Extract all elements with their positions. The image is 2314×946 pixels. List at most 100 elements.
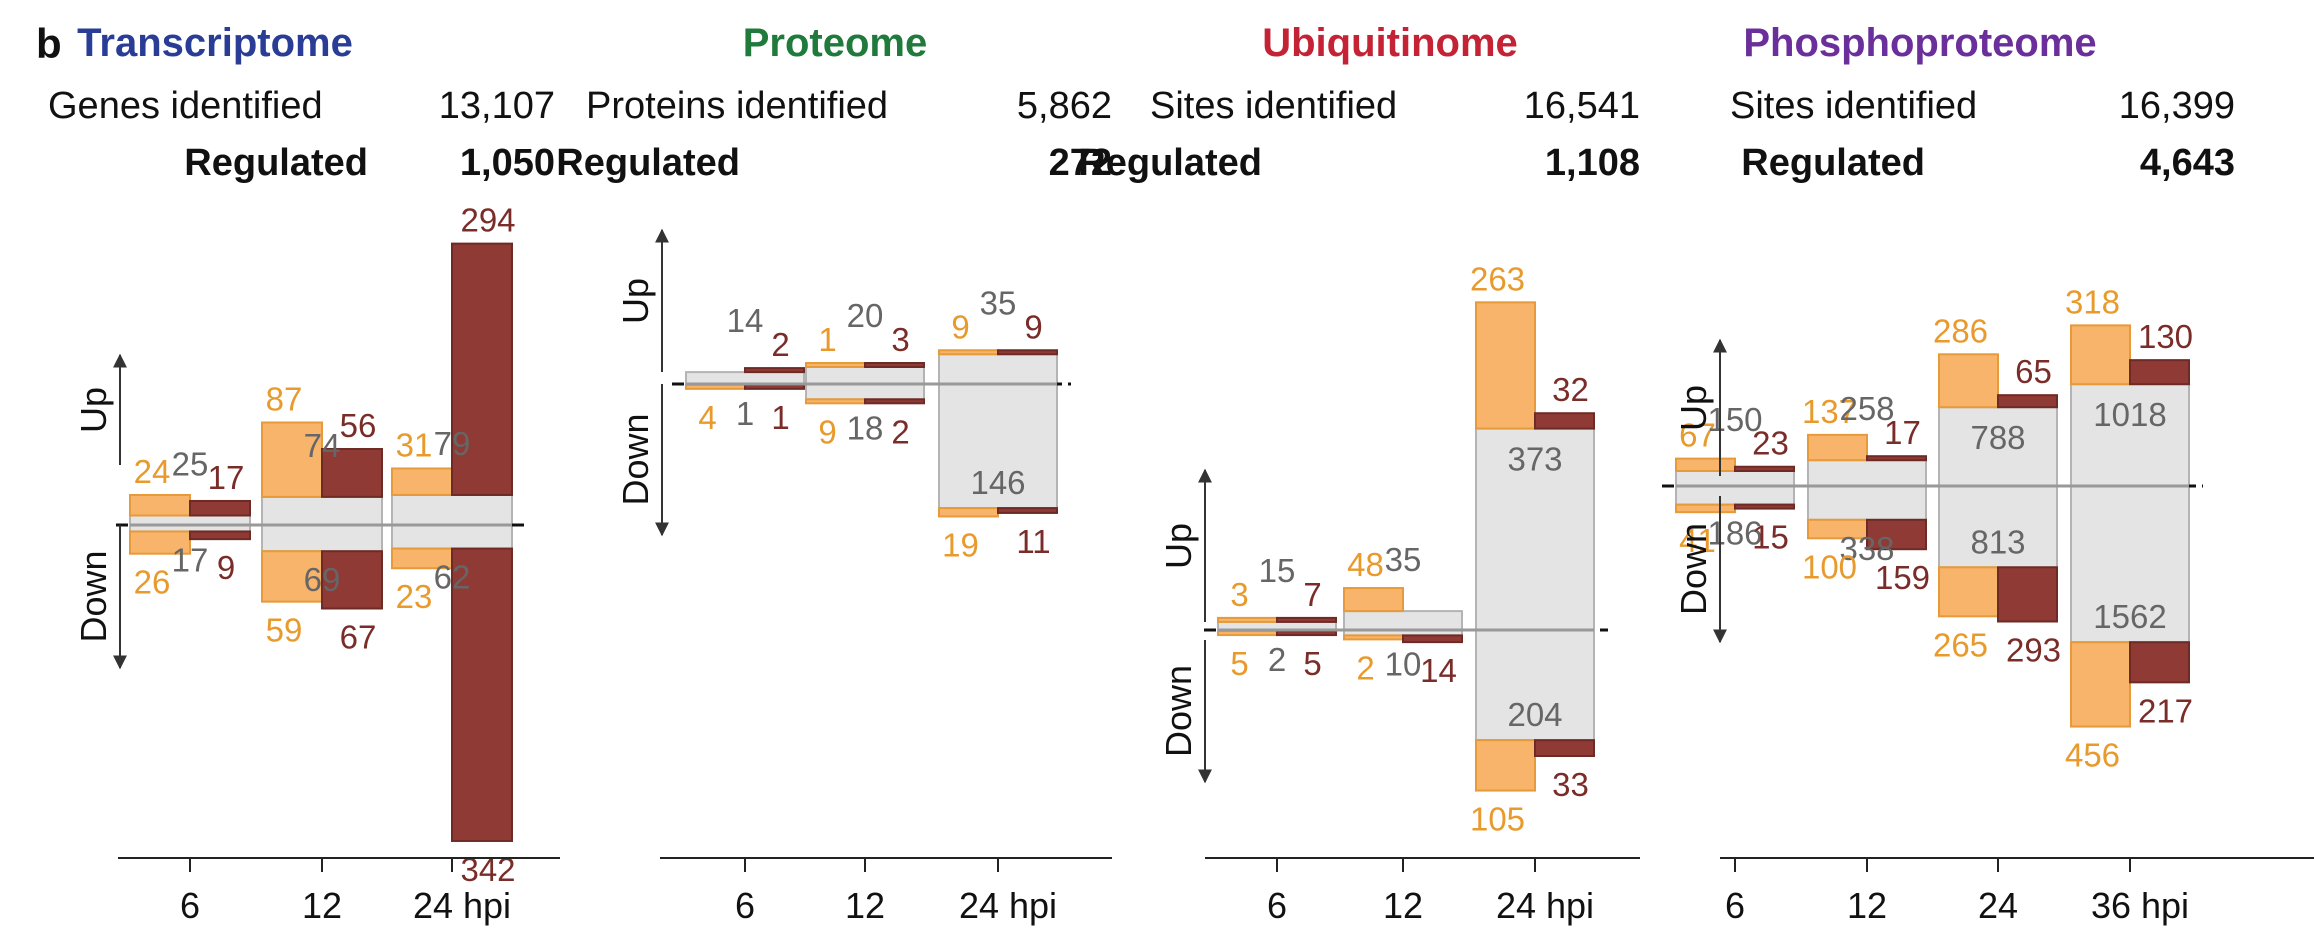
stat-value: 1,108 (1545, 142, 1640, 184)
label-down-shared: 813 (1970, 523, 2025, 560)
label-down-shared: 17 (172, 541, 209, 578)
label-down-shared: 10 (1385, 645, 1422, 682)
stat-label: Sites identified (1150, 85, 1397, 127)
label-up-a: 1 (818, 321, 836, 358)
bar-shared (1807, 459, 1927, 521)
label-up-a: 9 (951, 308, 969, 345)
bar-down (261, 550, 323, 603)
tick-label: 6 (1267, 885, 1287, 926)
label-down-a: 59 (266, 612, 303, 649)
label-up-a: 24 (134, 453, 171, 490)
label-down-shared: 338 (1839, 530, 1894, 567)
bar-down (997, 507, 1058, 514)
bar-down (1343, 634, 1404, 641)
up-label: Up (615, 278, 656, 324)
bar-up (1997, 394, 2058, 409)
label-down-shared: 69 (304, 561, 341, 598)
label-down-b: 15 (1752, 519, 1789, 556)
label-up-b: 23 (1752, 425, 1789, 462)
label-down-b: 217 (2138, 692, 2193, 729)
label-down-shared: 2 (1268, 641, 1286, 678)
bar-up (1807, 433, 1868, 462)
label-up-b: 7 (1303, 576, 1321, 613)
bar-up (129, 493, 191, 517)
label-down-shared: 1562 (2093, 598, 2166, 635)
bar-up (451, 242, 513, 496)
label-up-shared: 79 (434, 425, 471, 462)
bar-up (1217, 616, 1278, 623)
label-up-b: 294 (460, 202, 515, 239)
label-down-shared: 186 (1707, 515, 1762, 552)
label-up-b: 17 (1884, 414, 1921, 451)
panel-title: Ubiquitinome (1262, 21, 1518, 65)
panel-proteome: Proteome Proteins identified 5,862 Regulate… (556, 21, 1112, 926)
bar-group: 3 715 25 5 (1217, 552, 1337, 682)
up-label: Up (1673, 385, 1714, 431)
label-down-b: 5 (1303, 645, 1321, 682)
bar-shared (129, 514, 251, 533)
panel-label: b (36, 20, 62, 67)
bar-up (864, 362, 925, 368)
bar-up (1734, 465, 1795, 472)
panel-title: Proteome (743, 21, 928, 65)
label-down-a: 26 (134, 564, 171, 601)
bar-up (2070, 324, 2131, 386)
bar-up (1675, 457, 1736, 473)
bar-down (1734, 503, 1795, 510)
stat-label: Regulated (1741, 142, 1925, 184)
tick-label: 12 (302, 885, 342, 926)
bar-down (1866, 518, 1927, 551)
label-up-a: 87 (266, 380, 303, 417)
label-up-b: 32 (1552, 371, 1589, 408)
label-up-shared: 788 (1970, 419, 2025, 456)
label-up-shared: 14 (727, 302, 764, 339)
label-up-shared: 373 (1507, 441, 1562, 478)
tick-label: 6 (1725, 885, 1745, 926)
bar-down (321, 550, 383, 610)
label-down-b: 67 (340, 619, 377, 656)
tick-label: 6 (180, 885, 200, 926)
tick-label: 12 (1383, 885, 1423, 926)
panel-ubiquitinome: Ubiquitinome Sites identified 16,541 Regula… (1078, 21, 1640, 926)
tick-label: 36 hpi (2091, 885, 2189, 926)
bar-shared (1343, 610, 1463, 637)
bar-up (744, 367, 805, 374)
label-up-shared: 150 (1707, 401, 1762, 438)
stat-label: Regulated (184, 142, 368, 184)
tick-label: 24 hpi (413, 885, 511, 926)
label-up-b: 2 (771, 326, 789, 363)
bar-down (1475, 739, 1536, 792)
label-down-shared: 18 (847, 409, 884, 446)
label-up-shared: 25 (172, 446, 209, 483)
label-down-a: 100 (1802, 548, 1857, 585)
label-down-a: 456 (2065, 737, 2120, 774)
label-up-b: 130 (2138, 318, 2193, 355)
panel-title: Phosphoproteome (1743, 21, 2096, 65)
label-up-a: 318 (2065, 283, 2120, 320)
label-down-b: 9 (217, 549, 235, 586)
bar-down (2070, 641, 2131, 728)
bar-down (1276, 630, 1337, 637)
bar-group: 318 130 1018 1562 456 217 (2065, 283, 2193, 773)
bar-up (997, 349, 1058, 356)
label-up-shared: 35 (980, 284, 1017, 321)
label-up-shared: 1018 (2093, 396, 2166, 433)
label-up-a: 137 (1802, 393, 1857, 430)
down-label: Down (73, 550, 114, 642)
label-up-a: 3 (1230, 576, 1248, 613)
bar-up (1534, 412, 1595, 430)
label-down-a: 2 (1356, 649, 1374, 686)
bar-down (2129, 641, 2190, 684)
bar-shared (391, 493, 513, 550)
bar-down (451, 547, 513, 842)
bar-up (1475, 301, 1536, 430)
bar-up (391, 467, 453, 496)
label-up-b: 65 (2015, 353, 2052, 390)
tick-label: 12 (1847, 885, 1887, 926)
bar-down (129, 530, 191, 555)
